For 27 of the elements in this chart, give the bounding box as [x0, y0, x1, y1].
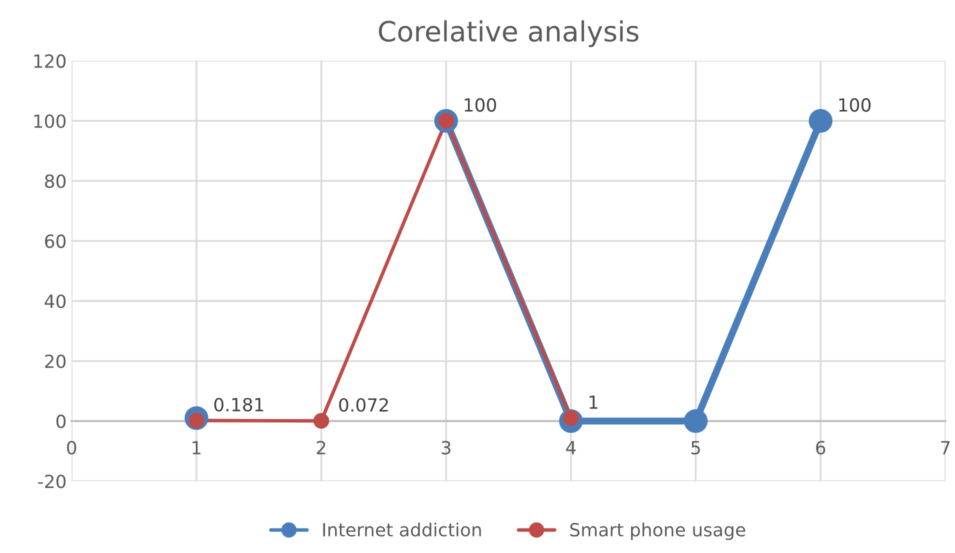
x-tick-label: 3	[442, 440, 450, 454]
y-tick-label: 120	[34, 54, 66, 68]
point	[808, 109, 832, 133]
x-tick-label: 4	[566, 441, 576, 454]
data-label: 0.181	[214, 398, 264, 412]
chart-title: Corelative analysis	[378, 20, 638, 48]
y-tick-label: 60	[45, 234, 66, 248]
x-tick-label: 6	[816, 440, 826, 454]
data-label: 1	[590, 396, 598, 409]
point	[684, 409, 708, 433]
y-tick-label: 0	[56, 414, 66, 428]
x-tick-label: 7	[941, 441, 950, 454]
x-tick-label: 2	[316, 440, 326, 454]
y-tick-label: 80	[45, 174, 66, 188]
data-label: 100	[464, 98, 496, 112]
data-label: 0.072	[339, 398, 388, 412]
x-tick-label: 1	[192, 441, 201, 454]
legend-label: Internet addiction	[323, 522, 481, 537]
data-label: 100	[839, 98, 871, 112]
point	[313, 412, 330, 429]
y-tick-label: 20	[45, 354, 66, 368]
legend-label: Smart phone usage	[570, 522, 746, 540]
x-tick-label: 0	[67, 440, 76, 454]
y-tick-label: -20	[38, 474, 66, 488]
x-tick-label: 5	[691, 441, 700, 454]
y-tick-label: 40	[44, 294, 66, 308]
y-tick-label: 100	[34, 114, 66, 128]
